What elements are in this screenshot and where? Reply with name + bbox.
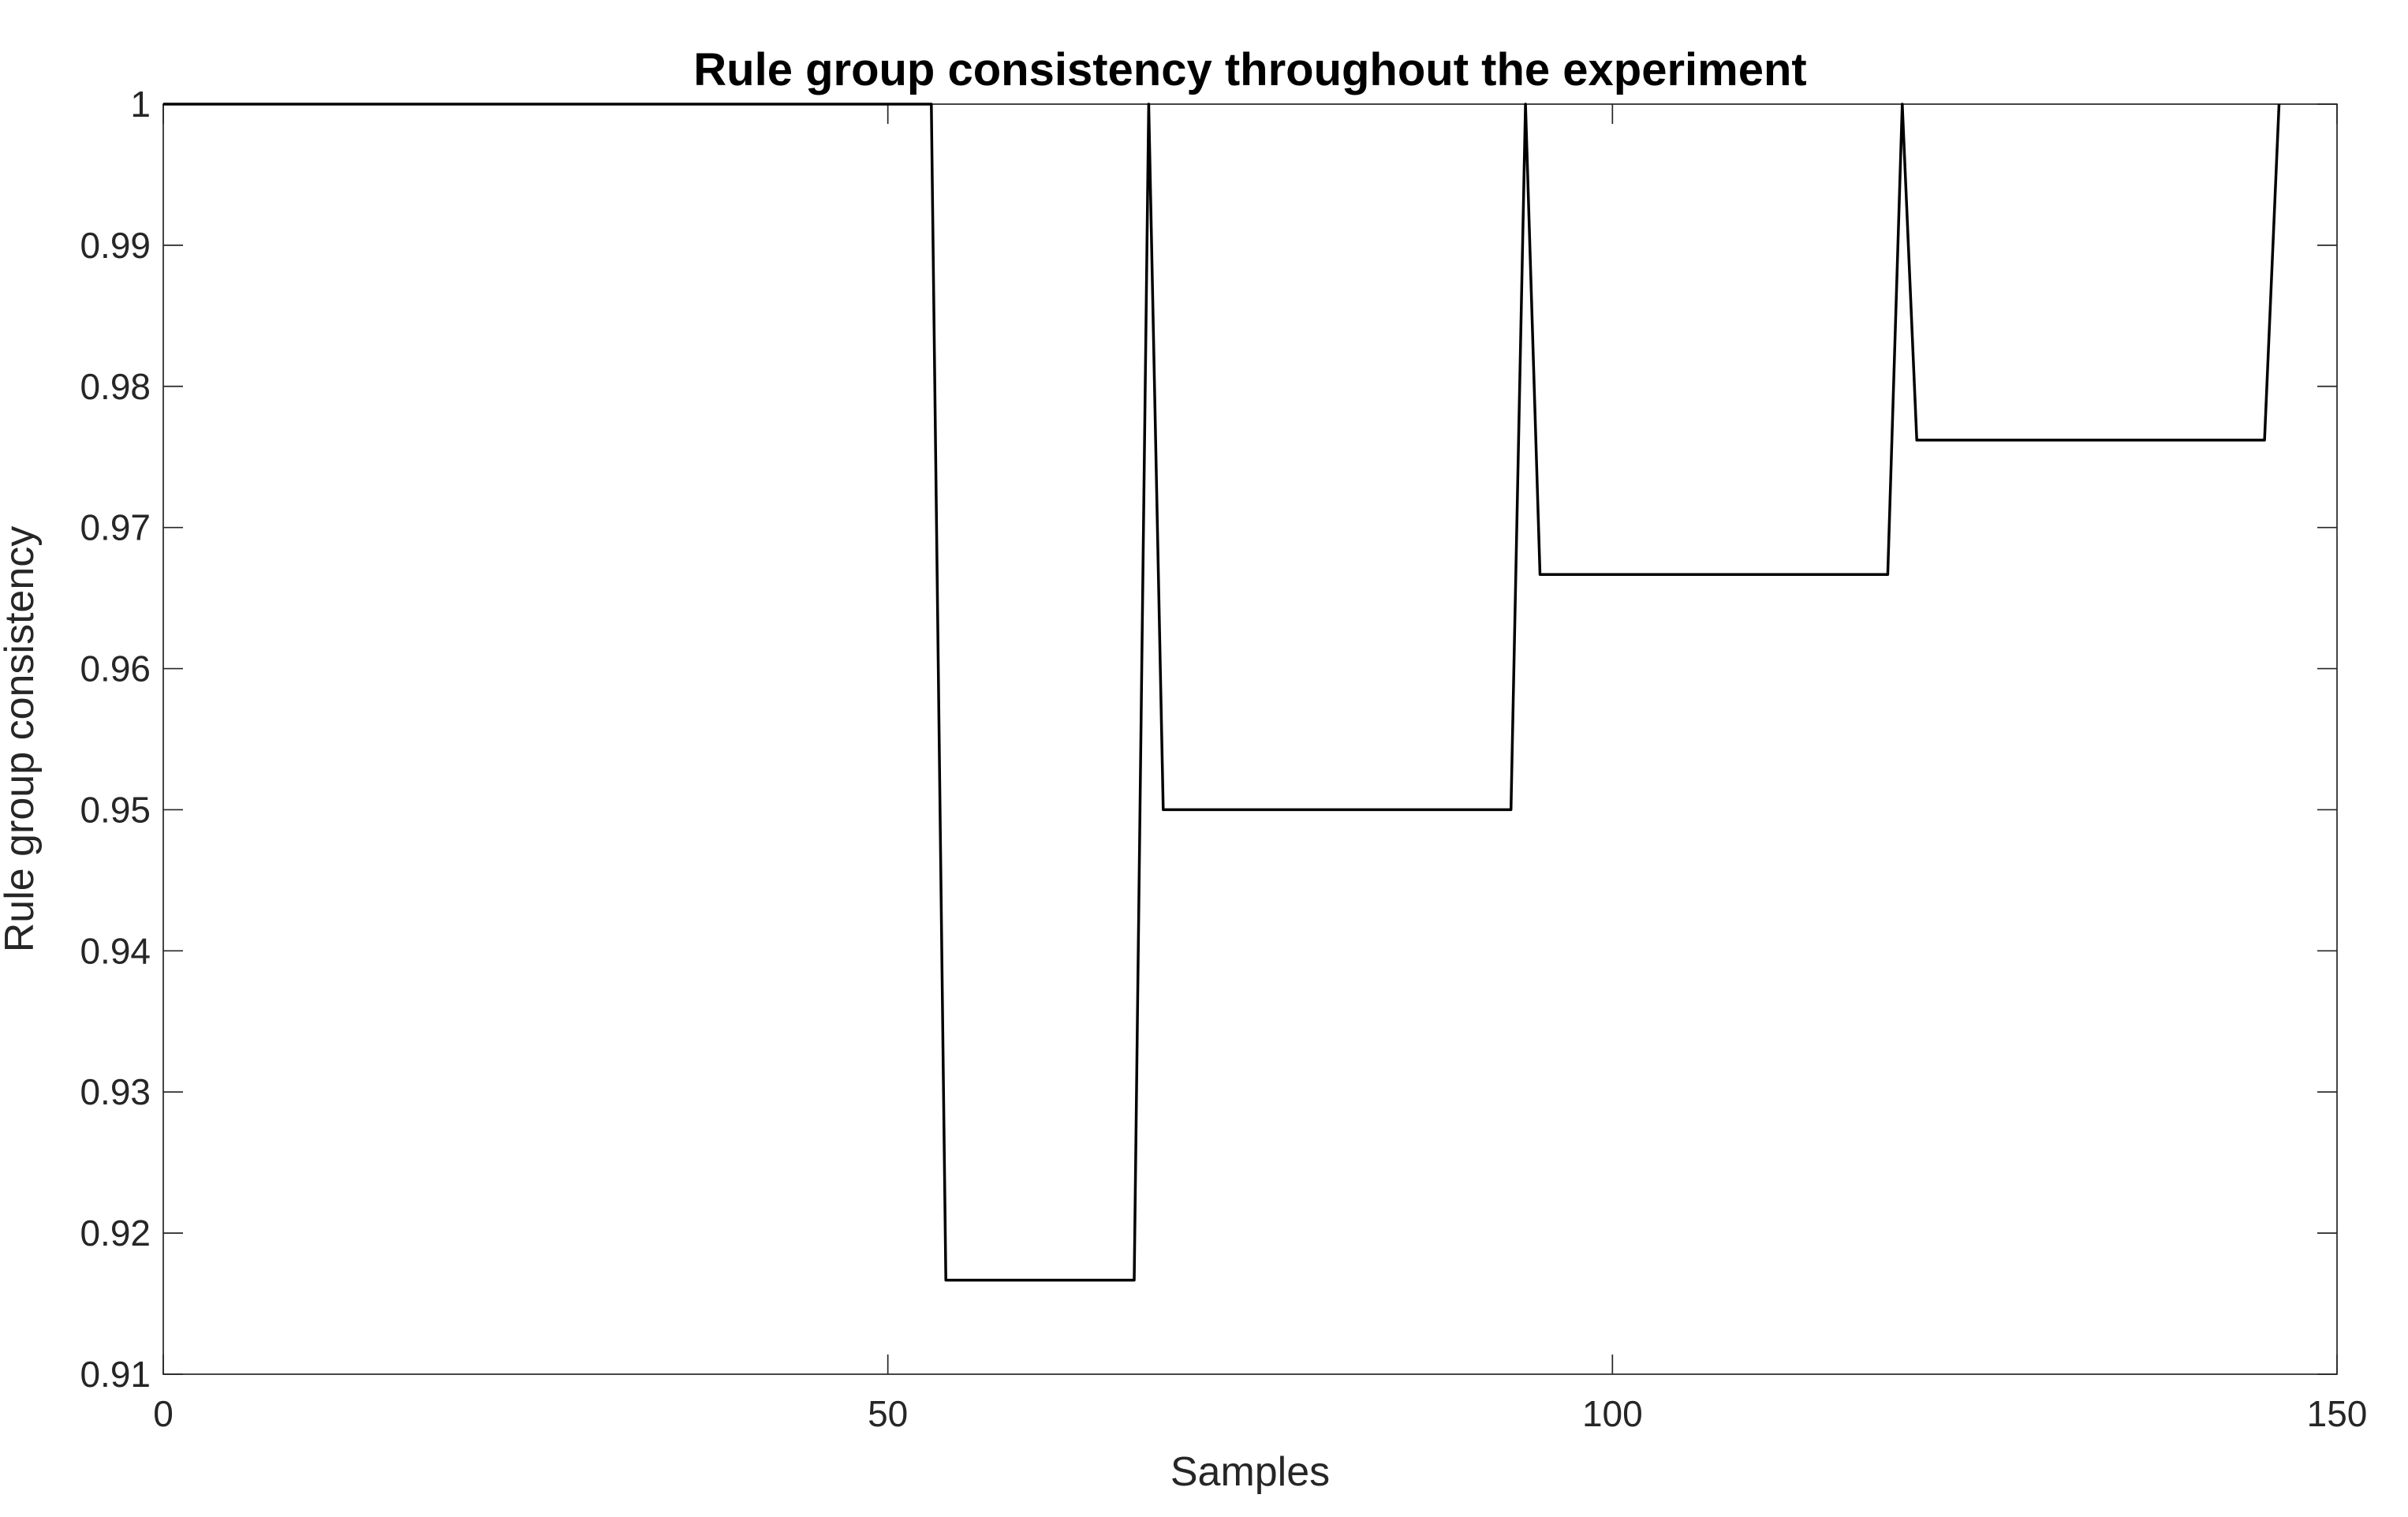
axis-ticks xyxy=(162,103,2338,1375)
consistency-line-series xyxy=(163,103,2281,1282)
x-axis-label: Samples xyxy=(1170,1449,1330,1495)
axis-tick-labels: 0 50 100 150 0.91 0.92 0.93 0.94 0.95 0.96 0.97 0.9… xyxy=(80,84,2367,1434)
plot-area-border xyxy=(162,103,2338,1375)
y-axis-label: Rule group consistency xyxy=(0,526,43,953)
chart-title: Rule group consistency throughout the ex… xyxy=(693,44,1806,95)
y-tick-label: 0.95 xyxy=(80,789,151,830)
y-tick-label: 0.94 xyxy=(80,930,151,971)
y-tick-label: 0.93 xyxy=(80,1071,151,1112)
y-tick-label: 1 xyxy=(130,84,151,125)
y-tick-label: 0.92 xyxy=(80,1212,151,1254)
x-tick-label: 50 xyxy=(868,1393,908,1434)
y-tick-label: 0.97 xyxy=(80,507,151,548)
y-tick-label: 0.99 xyxy=(80,225,151,266)
y-tick-label: 0.91 xyxy=(80,1354,151,1395)
y-tick-label: 0.96 xyxy=(80,648,151,689)
y-tick-label: 0.98 xyxy=(80,366,151,407)
x-tick-label: 100 xyxy=(1582,1393,1643,1434)
x-tick-label: 150 xyxy=(2307,1393,2368,1434)
x-tick-label: 0 xyxy=(153,1393,174,1434)
